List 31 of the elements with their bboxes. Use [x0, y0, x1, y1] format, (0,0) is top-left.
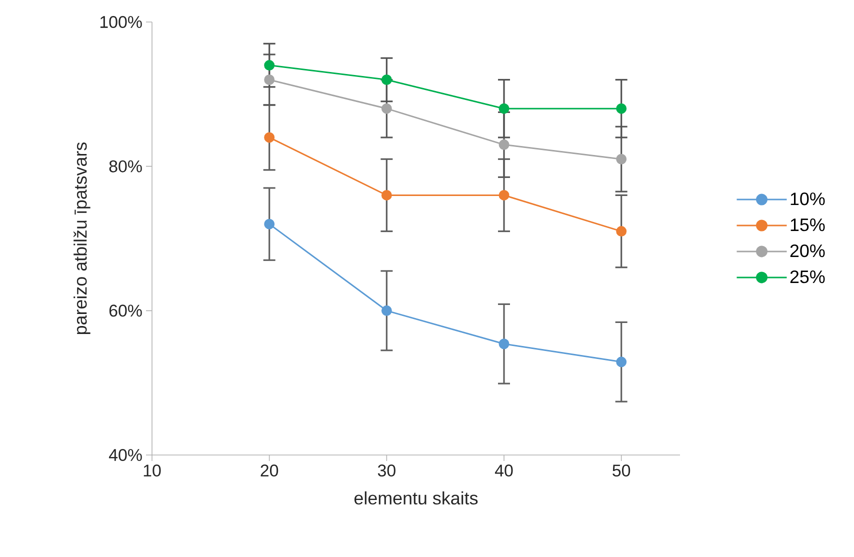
point — [381, 103, 392, 114]
point — [616, 226, 627, 237]
x-tick-label: 50 — [612, 464, 630, 477]
legend-label: 15% — [790, 218, 825, 232]
x-tick-label: 40 — [494, 464, 513, 477]
y-tick-label: 40% — [108, 449, 142, 461]
point — [264, 218, 275, 230]
y-axis-title: pareizo atbilžu īpatsvars — [74, 142, 90, 334]
x-axis-title: elementu skaits — [354, 491, 478, 505]
point — [616, 103, 627, 114]
point — [616, 356, 627, 368]
point — [498, 103, 510, 114]
point — [381, 305, 392, 316]
y-tick-label: 80% — [109, 160, 142, 172]
point — [264, 74, 275, 85]
point — [264, 60, 275, 71]
point — [498, 338, 510, 350]
legend-label: 20% — [790, 244, 825, 258]
x-tick-label: 20 — [260, 464, 278, 477]
point — [616, 154, 627, 164]
point — [264, 132, 275, 143]
point — [381, 74, 392, 85]
point — [381, 190, 392, 200]
point — [498, 139, 510, 150]
y-tick-label: 60% — [109, 304, 142, 317]
y-tick-label: 100% — [100, 16, 142, 28]
legend-label: 10% — [790, 192, 825, 206]
point — [498, 190, 510, 200]
legend-label: 25% — [790, 270, 825, 284]
x-tick-label: 10 — [144, 464, 161, 477]
x-tick-label: 30 — [378, 464, 396, 477]
